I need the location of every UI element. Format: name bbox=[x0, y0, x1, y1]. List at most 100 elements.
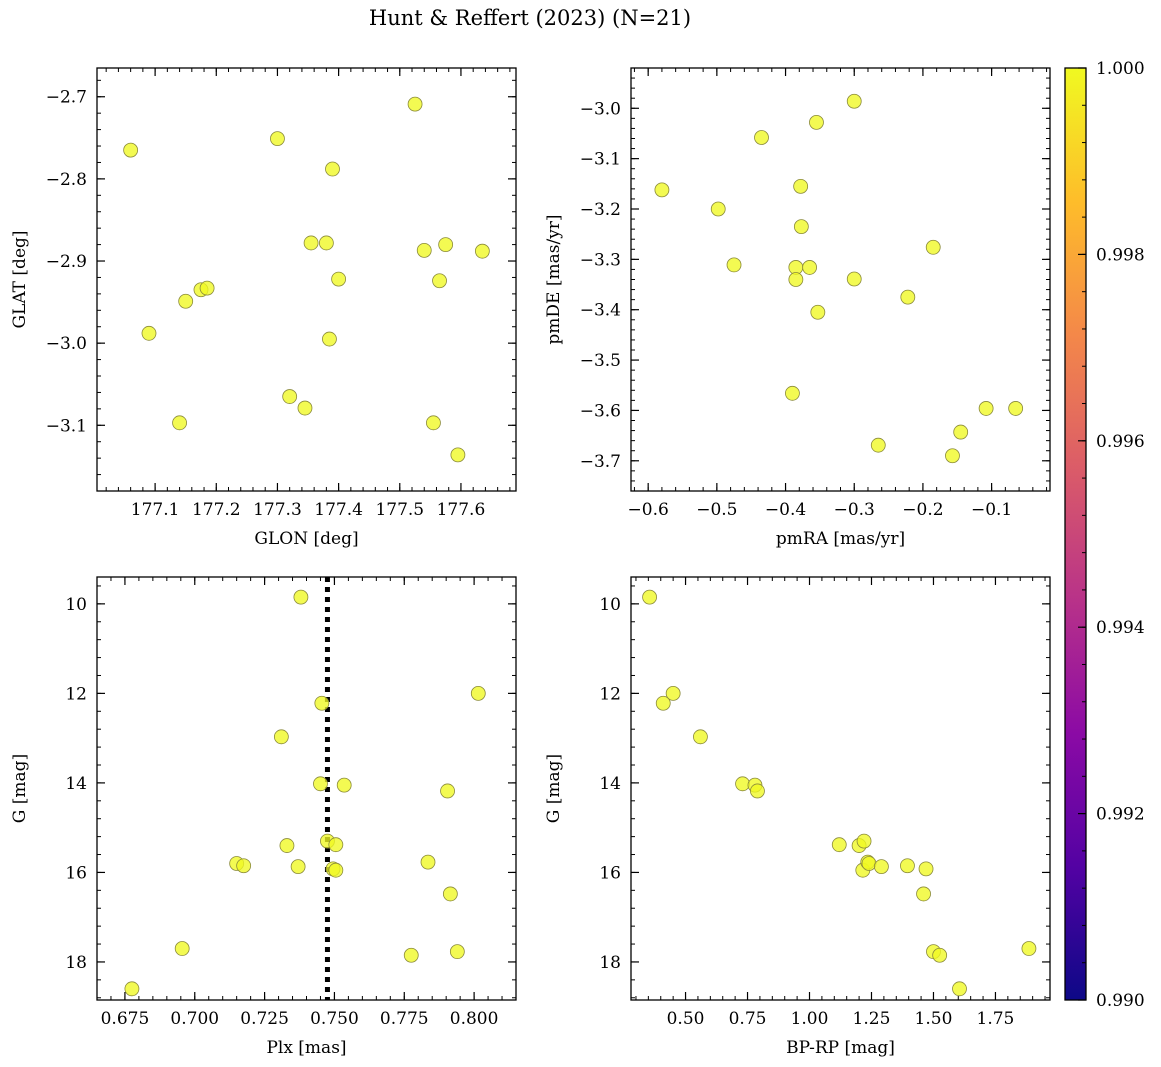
x-tick-label: 177.1 bbox=[131, 500, 180, 520]
x-tick-label: −0.6 bbox=[628, 500, 669, 520]
y-tick-label: 16 bbox=[599, 863, 621, 883]
data-point bbox=[1021, 941, 1037, 956]
data-point bbox=[407, 96, 423, 112]
x-tick-label: 1.25 bbox=[853, 1009, 891, 1029]
data-point bbox=[270, 131, 285, 147]
y-tick-label: −3.7 bbox=[580, 452, 621, 472]
y-tick-label: 14 bbox=[65, 774, 87, 794]
colorbar-tick-label: 0.996 bbox=[1096, 432, 1145, 452]
data-point bbox=[449, 944, 465, 960]
minor-ticks bbox=[631, 577, 1050, 1000]
data-point bbox=[846, 93, 862, 109]
x-axis-label: GLON [deg] bbox=[254, 529, 358, 549]
data-point bbox=[900, 858, 915, 874]
x-tick-label: −0.2 bbox=[902, 500, 943, 520]
data-point bbox=[199, 280, 215, 296]
data-point bbox=[279, 838, 295, 853]
colorbar: 0.990 0.992 0.994 0.996 0.998 1.000 bbox=[1064, 59, 1145, 1011]
panel-1: 177.1 177.2 177.3 177.4 177.5 177.6 −3.1 −3.0 −2… bbox=[10, 67, 517, 549]
data-point bbox=[322, 331, 337, 347]
x-tick-label: 177.4 bbox=[314, 500, 363, 520]
data-point bbox=[450, 447, 466, 463]
x-tick-label: −0.1 bbox=[971, 500, 1012, 520]
x-tick-label: 0.775 bbox=[380, 1009, 429, 1029]
data-point bbox=[273, 729, 289, 745]
data-point bbox=[432, 273, 447, 289]
data-point bbox=[426, 415, 441, 431]
y-tick-label: −2.9 bbox=[46, 252, 87, 272]
data-point bbox=[328, 837, 344, 853]
y-tick-label: 12 bbox=[65, 684, 87, 704]
y-tick-label: 18 bbox=[65, 953, 87, 973]
minor-ticks bbox=[631, 67, 1050, 491]
data-point bbox=[470, 685, 486, 701]
data-point bbox=[810, 304, 826, 320]
data-point bbox=[313, 776, 328, 792]
panel-3: 0.675 0.700 0.725 0.750 0.775 0.800 10 12 14 16 18… bbox=[10, 576, 517, 1058]
data-point bbox=[754, 130, 769, 145]
data-point bbox=[874, 859, 889, 875]
data-point bbox=[802, 260, 817, 275]
x-tick-label: −0.5 bbox=[696, 500, 737, 520]
y-axis-label: G [mag] bbox=[10, 754, 30, 823]
x-tick-label: 1.75 bbox=[977, 1009, 1015, 1029]
data-point bbox=[325, 161, 340, 177]
y-tick-label: 18 bbox=[599, 953, 621, 973]
data-point bbox=[293, 589, 309, 605]
y-tick-label: −3.0 bbox=[580, 99, 621, 119]
data-point bbox=[788, 272, 804, 287]
data-point bbox=[952, 981, 967, 997]
axes-frame bbox=[630, 576, 1051, 1001]
data-point bbox=[916, 886, 931, 902]
data-point bbox=[236, 858, 252, 874]
y-tick-label: −3.1 bbox=[580, 150, 621, 170]
x-tick-label: 177.3 bbox=[253, 500, 302, 520]
panel-2: −0.6 −0.5 −0.4 −0.3 −0.2 −0.1 −3.7 −3.6 −3.5 −3.4… bbox=[544, 67, 1051, 549]
y-tick-label: −3.5 bbox=[580, 351, 621, 371]
x-tick-label: 177.2 bbox=[192, 500, 241, 520]
data-point bbox=[900, 289, 916, 305]
data-point bbox=[442, 886, 458, 902]
data-point bbox=[123, 142, 139, 158]
data-point bbox=[655, 695, 671, 711]
data-point bbox=[174, 941, 190, 956]
data-point bbox=[178, 293, 194, 309]
data-point bbox=[793, 219, 809, 235]
data-point bbox=[290, 859, 306, 875]
y-axis-label: GLAT [deg] bbox=[10, 230, 30, 328]
data-point bbox=[282, 389, 298, 404]
x-tick-label: 0.725 bbox=[240, 1009, 289, 1029]
data-point bbox=[303, 235, 319, 251]
y-axis-label: pmDE [mas/yr] bbox=[544, 214, 564, 344]
axes-frame bbox=[96, 576, 517, 1001]
x-tick-label: −0.3 bbox=[834, 500, 875, 520]
x-tick-label: 0.800 bbox=[450, 1009, 499, 1029]
data-point bbox=[665, 685, 681, 701]
data-point bbox=[440, 783, 455, 799]
colorbar-gradient bbox=[1064, 67, 1087, 1001]
data-point bbox=[420, 854, 436, 870]
colorbar-tick-label: 0.990 bbox=[1096, 991, 1145, 1011]
y-tick-label: 10 bbox=[599, 595, 621, 615]
data-point bbox=[809, 114, 824, 130]
figure-title: Hunt & Reffert (2023) (N=21) bbox=[368, 6, 692, 30]
data-point bbox=[793, 178, 809, 194]
colorbar-tick-label: 1.000 bbox=[1096, 59, 1145, 79]
x-tick-label: 0.675 bbox=[101, 1009, 150, 1029]
data-point bbox=[318, 235, 334, 251]
data-point bbox=[693, 729, 708, 745]
data-point bbox=[297, 400, 313, 416]
y-tick-label: −3.4 bbox=[580, 301, 621, 321]
data-point bbox=[932, 947, 948, 963]
y-tick-label: −2.7 bbox=[46, 88, 87, 108]
panel-4: 0.50 0.75 1.00 1.25 1.50 1.75 10 12 14 16 18 BP-RP … bbox=[544, 576, 1051, 1058]
data-point bbox=[750, 783, 765, 799]
data-point bbox=[846, 271, 862, 287]
axes-frame bbox=[96, 67, 517, 492]
data-point bbox=[978, 401, 994, 416]
y-tick-label: −3.1 bbox=[46, 416, 87, 436]
y-tick-label: 16 bbox=[65, 863, 87, 883]
y-tick-label: −3.3 bbox=[580, 250, 621, 270]
x-tick-label: 1.50 bbox=[915, 1009, 953, 1029]
